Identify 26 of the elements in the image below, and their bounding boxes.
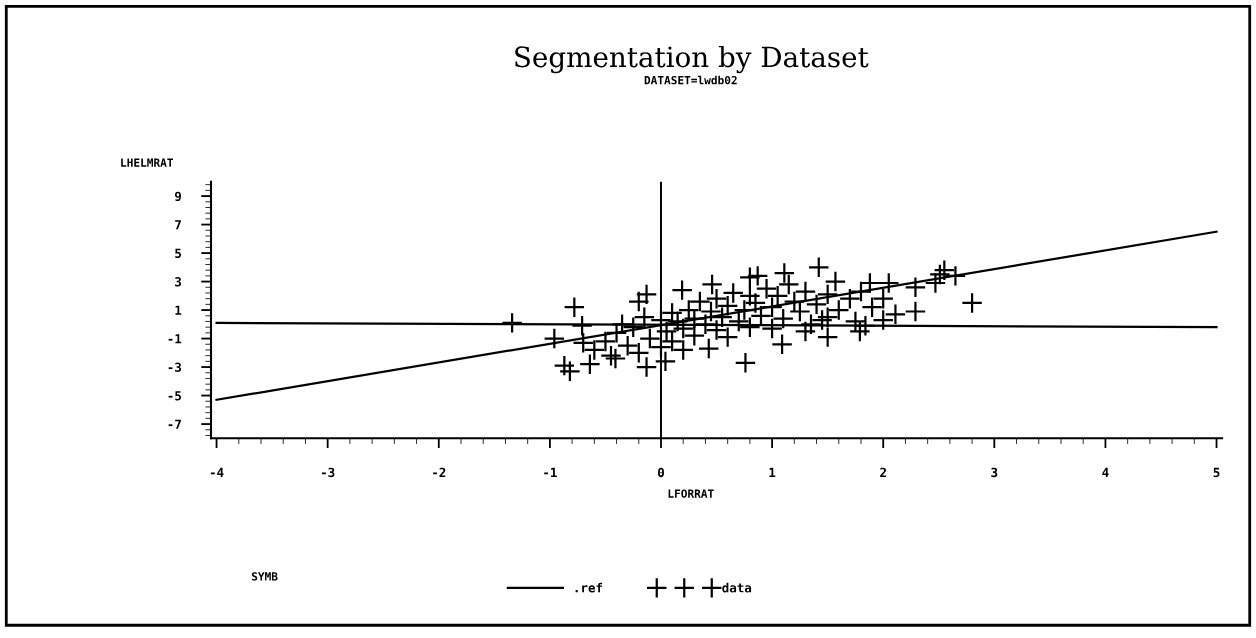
y-tick-label: 7 — [175, 220, 181, 230]
y-tick-label: 9 — [174, 191, 182, 202]
y-tick-label: 1 — [175, 305, 182, 315]
x-tick-label: 0 — [657, 467, 665, 478]
x-tick-label: -1 — [544, 467, 557, 477]
legend-title: SYMB — [251, 572, 278, 581]
x-tick-label: -4 — [210, 467, 224, 477]
legend-label: .ref — [575, 582, 603, 593]
x-tick-label: 3 — [991, 467, 998, 478]
y-tick-label: 3 — [175, 277, 182, 287]
y-tick-label: -1 — [168, 334, 182, 344]
y-tick-label: -3 — [168, 362, 182, 372]
y-axis-title: LHELMRAT — [121, 158, 174, 167]
x-tick-label: 4 — [1102, 467, 1109, 477]
y-tick-label: 5 — [175, 248, 181, 258]
legend-label: data — [722, 582, 752, 593]
chart-title: Segmentation by Dataset — [515, 45, 869, 74]
y-tick-label: -5 — [168, 391, 181, 401]
y-tick-label: -7 — [168, 419, 181, 429]
x-tick-label: 2 — [880, 467, 886, 477]
x-tick-label: 5 — [1213, 467, 1220, 478]
x-axis-title: LFORRAT — [668, 489, 714, 498]
x-tick-label: -3 — [321, 467, 335, 478]
x-tick-label: 1 — [769, 467, 776, 477]
chart-subtitle: DATASET=lwdb02 — [644, 75, 737, 85]
x-tick-label: -2 — [433, 467, 446, 477]
